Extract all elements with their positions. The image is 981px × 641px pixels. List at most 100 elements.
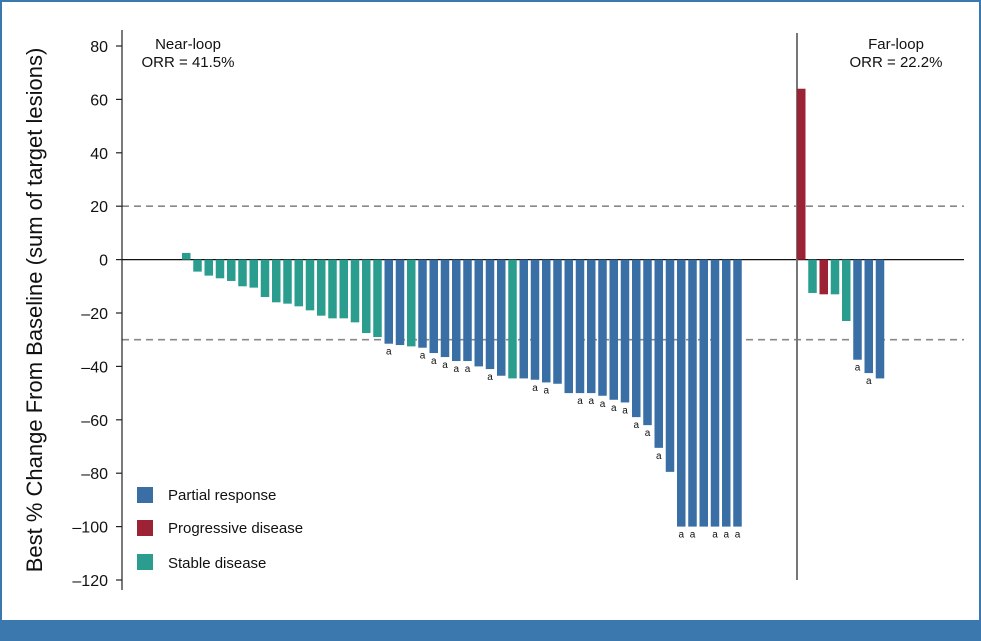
bar-partial-response: [418, 259, 427, 348]
bar-stable-disease: [508, 259, 517, 379]
bar-partial-response: [699, 259, 708, 527]
legend-swatch-partial-response: [137, 487, 153, 503]
bar-stable-disease: [842, 259, 851, 322]
bar-partial-response: [497, 259, 506, 376]
bar-stable-disease: [328, 259, 337, 319]
y-tick-label: –80: [81, 466, 108, 483]
bar-stable-disease: [238, 259, 247, 287]
y-tick-label: 80: [90, 39, 108, 56]
bar-footnote-mark: a: [543, 385, 549, 396]
bar-stable-disease: [808, 259, 817, 293]
bar-partial-response: [587, 259, 596, 394]
bar-stable-disease: [830, 259, 840, 295]
bar-progressive-disease: [819, 259, 828, 295]
bar-footnote-mark: a: [723, 530, 729, 541]
bar-partial-response: [530, 259, 540, 380]
bar-footnote-mark: a: [577, 396, 583, 407]
bar-partial-response: [553, 259, 562, 384]
bar-footnote-mark: a: [453, 364, 459, 375]
bar-partial-response: [429, 259, 438, 354]
bar-progressive-disease: [797, 88, 806, 260]
bar-partial-response: [733, 259, 742, 527]
legend: Partial response Progressive disease Sta…: [137, 487, 303, 572]
bar-partial-response: [632, 259, 641, 418]
bar-footnote-mark: a: [656, 451, 662, 462]
bar-partial-response: [643, 259, 652, 426]
legend-swatch-progressive-disease: [137, 520, 153, 536]
y-axis-title: Best % Change From Baseline (sum of targ…: [22, 48, 47, 573]
bar-footnote-mark: a: [866, 376, 872, 387]
bar-stable-disease: [272, 259, 281, 303]
legend-label-stable-disease: Stable disease: [168, 555, 266, 572]
bar-partial-response: [542, 259, 551, 383]
y-tick-label: –60: [81, 413, 108, 430]
bottom-band: [0, 620, 981, 641]
bar-partial-response: [710, 259, 720, 527]
bar-partial-response: [853, 259, 862, 360]
bar-footnote-mark: a: [735, 530, 741, 541]
bar-partial-response: [474, 259, 483, 367]
bar-partial-response: [452, 259, 461, 362]
bar-footnote-mark: a: [431, 356, 437, 367]
y-tick-label: 0: [99, 253, 108, 270]
bar-partial-response: [519, 259, 528, 379]
near-loop-orr: ORR = 41.5%: [142, 54, 235, 71]
bar-partial-response: [620, 259, 630, 403]
bar-partial-response: [609, 259, 618, 400]
bar-stable-disease: [182, 252, 191, 260]
bar-stable-disease: [407, 259, 416, 347]
y-tick-label: 40: [90, 146, 108, 163]
bar-footnote-mark: a: [855, 363, 861, 374]
bar-footnote-mark: a: [442, 360, 448, 371]
bar-stable-disease: [204, 259, 213, 276]
bar-footnote-mark: a: [588, 396, 594, 407]
bar-footnote-mark: a: [386, 347, 392, 358]
bar-stable-disease: [317, 259, 326, 316]
bar-stable-disease: [362, 259, 371, 334]
bar-stable-disease: [294, 259, 303, 307]
bar-partial-response: [677, 259, 686, 527]
bar-footnote-mark: a: [678, 530, 684, 541]
legend-label-partial-response: Partial response: [168, 487, 276, 504]
bar-partial-response: [875, 259, 885, 379]
bar-stable-disease: [227, 259, 236, 281]
bar-partial-response: [395, 259, 405, 346]
bar-partial-response: [564, 259, 573, 394]
bar-partial-response: [665, 259, 675, 472]
bar-stable-disease: [215, 259, 225, 279]
bar-footnote-mark: a: [600, 399, 606, 410]
bar-partial-response: [485, 259, 495, 370]
bar-footnote-mark: a: [420, 351, 426, 362]
bar-partial-response: [575, 259, 585, 394]
legend-swatch-stable-disease: [137, 554, 153, 570]
bar-footnote-mark: a: [487, 372, 493, 383]
bar-footnote-mark: a: [532, 383, 538, 394]
near-loop-title: Near-loop: [155, 36, 221, 53]
y-tick-label: 60: [90, 92, 108, 109]
y-tick-label: –120: [72, 573, 108, 590]
far-loop-orr: ORR = 22.2%: [850, 54, 943, 71]
y-axis: 80 60 40 20 0 –20 –40 –60 –80 –100 –120: [72, 30, 123, 590]
y-tick-label: –40: [81, 359, 108, 376]
bar-footnote-mark: a: [622, 405, 628, 416]
legend-label-progressive-disease: Progressive disease: [168, 520, 303, 537]
bar-stable-disease: [283, 259, 292, 304]
bar-footnote-mark: a: [645, 428, 651, 439]
bar-footnote-mark: a: [465, 364, 471, 375]
bar-footnote-mark: a: [690, 530, 696, 541]
y-tick-label: –20: [81, 306, 108, 323]
bars: [182, 88, 885, 527]
bar-stable-disease: [339, 259, 348, 319]
bar-stable-disease: [305, 259, 315, 311]
bar-partial-response: [722, 259, 731, 527]
y-tick-label: 20: [90, 199, 108, 216]
bar-footnote-mark: a: [712, 530, 718, 541]
bar-stable-disease: [260, 259, 270, 297]
bar-partial-response: [384, 259, 393, 344]
bar-partial-response: [864, 259, 873, 374]
bar-partial-response: [463, 259, 472, 362]
bar-stable-disease: [373, 259, 382, 338]
bar-partial-response: [440, 259, 450, 358]
bar-stable-disease: [249, 259, 258, 288]
